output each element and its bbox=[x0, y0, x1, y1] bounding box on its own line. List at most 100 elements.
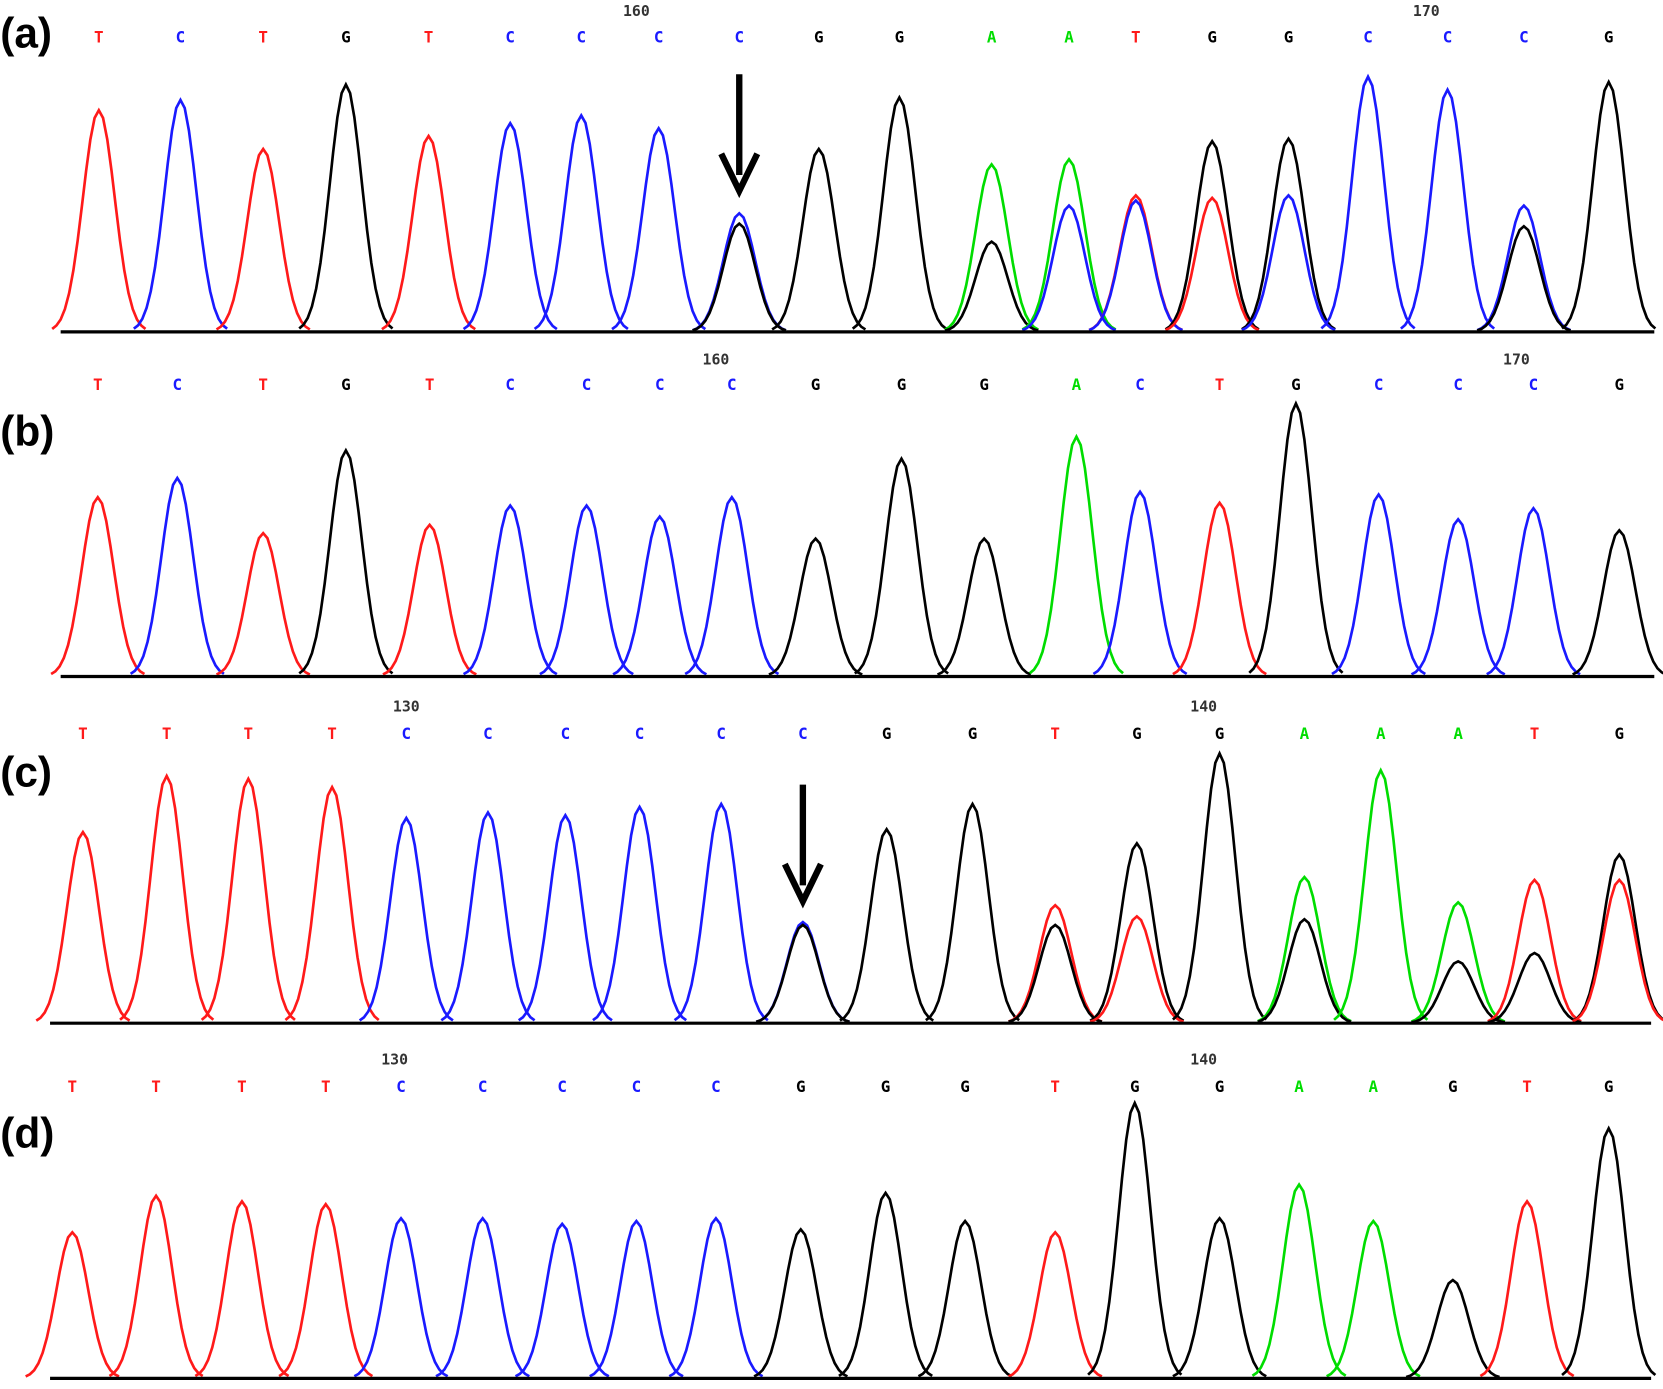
peak bbox=[1088, 193, 1184, 332]
peak bbox=[1164, 138, 1260, 331]
peak bbox=[1476, 224, 1571, 332]
peak bbox=[1410, 517, 1506, 676]
peak bbox=[1572, 528, 1663, 676]
base-call: G bbox=[979, 375, 989, 394]
base-call: T bbox=[258, 27, 268, 46]
base-call: C bbox=[505, 27, 515, 46]
peak bbox=[1257, 875, 1352, 1023]
base-call: T bbox=[162, 724, 172, 743]
peak bbox=[755, 920, 850, 1024]
base-call: T bbox=[78, 724, 88, 743]
peak bbox=[462, 120, 558, 331]
peak bbox=[200, 775, 296, 1021]
peak bbox=[1021, 156, 1117, 331]
base-call: G bbox=[814, 27, 824, 46]
base-call: C bbox=[576, 27, 586, 46]
peak bbox=[132, 97, 228, 330]
peak bbox=[1007, 1230, 1103, 1378]
base-call: C bbox=[505, 375, 515, 394]
peak bbox=[1087, 1099, 1183, 1376]
peak bbox=[1241, 136, 1336, 331]
base-call: A bbox=[1376, 724, 1386, 743]
base-call: C bbox=[173, 375, 183, 394]
base-call: T bbox=[327, 724, 337, 743]
peak bbox=[1486, 506, 1581, 676]
peak bbox=[611, 125, 707, 331]
peak bbox=[944, 162, 1039, 331]
peak bbox=[1248, 400, 1344, 674]
peak bbox=[925, 801, 1020, 1022]
panel-label: (c) bbox=[0, 749, 52, 796]
peak bbox=[517, 812, 613, 1022]
peak bbox=[35, 829, 131, 1022]
base-call: A bbox=[987, 27, 997, 46]
peak bbox=[358, 815, 454, 1022]
base-call: G bbox=[1207, 27, 1217, 46]
peak bbox=[1400, 86, 1496, 330]
peak bbox=[215, 146, 311, 331]
peak bbox=[1561, 1125, 1657, 1377]
peak bbox=[108, 1193, 204, 1378]
peak bbox=[1164, 195, 1260, 332]
base-call: C bbox=[1529, 375, 1539, 394]
base-call: G bbox=[897, 375, 907, 394]
panel-label: (b) bbox=[0, 407, 54, 454]
base-call: G bbox=[1215, 1077, 1225, 1096]
peak bbox=[1008, 923, 1103, 1024]
base-call: G bbox=[1615, 724, 1625, 743]
peak bbox=[1172, 1216, 1267, 1378]
base-call: C bbox=[1443, 27, 1453, 46]
peak bbox=[381, 133, 476, 331]
base-call: T bbox=[1530, 724, 1540, 743]
base-call: C bbox=[711, 1077, 721, 1096]
peak bbox=[692, 211, 787, 332]
base-call: G bbox=[341, 27, 351, 46]
base-call: T bbox=[424, 27, 434, 46]
base-call: A bbox=[1294, 1077, 1304, 1096]
position-label: 130 bbox=[381, 1052, 408, 1069]
peak bbox=[1561, 78, 1657, 330]
position-label: 160 bbox=[703, 352, 730, 369]
peak bbox=[1333, 767, 1429, 1021]
base-call: G bbox=[341, 375, 351, 394]
base-call: A bbox=[1072, 375, 1082, 394]
base-call: C bbox=[716, 724, 726, 743]
base-call: C bbox=[561, 724, 571, 743]
base-call: T bbox=[244, 724, 254, 743]
base-call: C bbox=[396, 1077, 406, 1096]
peak bbox=[592, 804, 688, 1022]
base-call: T bbox=[68, 1077, 78, 1096]
peak bbox=[917, 1218, 1013, 1378]
base-call: G bbox=[796, 1077, 806, 1096]
peak bbox=[1089, 914, 1184, 1023]
peak bbox=[1487, 877, 1582, 1023]
base-call: T bbox=[1522, 1077, 1532, 1096]
peak bbox=[1092, 489, 1188, 676]
base-call: G bbox=[960, 1077, 970, 1096]
peak bbox=[1410, 900, 1506, 1023]
peak bbox=[1171, 750, 1268, 1021]
peak bbox=[298, 81, 394, 330]
base-call: C bbox=[557, 1077, 567, 1096]
base-call: C bbox=[1363, 27, 1373, 46]
peak bbox=[462, 503, 558, 676]
peak bbox=[944, 239, 1039, 332]
peak bbox=[839, 826, 935, 1022]
arrow bbox=[718, 74, 761, 199]
peak bbox=[612, 514, 708, 676]
peak bbox=[692, 221, 787, 332]
peak bbox=[768, 536, 863, 676]
base-call: C bbox=[478, 1077, 488, 1096]
peak bbox=[1021, 203, 1117, 332]
base-call: T bbox=[151, 1077, 161, 1096]
base-call: T bbox=[321, 1077, 331, 1096]
base-call: T bbox=[93, 375, 103, 394]
base-call: G bbox=[1215, 724, 1225, 743]
base-call: A bbox=[1064, 27, 1074, 46]
base-call: T bbox=[1050, 1077, 1060, 1096]
base-call: C bbox=[582, 375, 592, 394]
base-call: T bbox=[258, 375, 268, 394]
position-label: 140 bbox=[1190, 698, 1217, 715]
peak bbox=[1320, 73, 1416, 330]
